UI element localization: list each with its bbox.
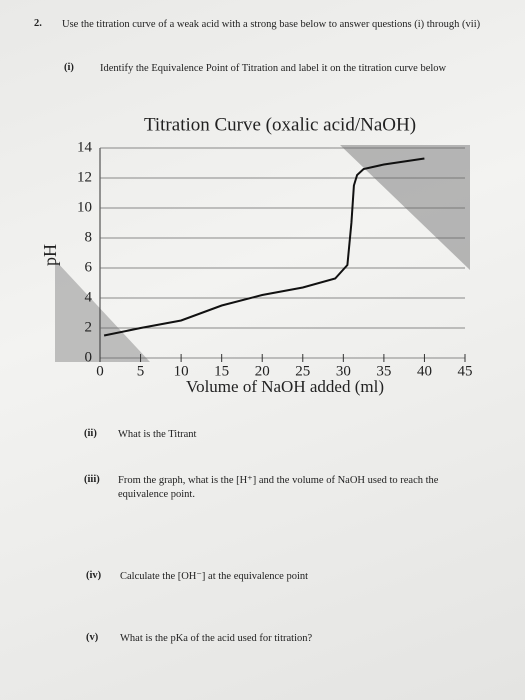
item-label: (v)	[86, 632, 99, 643]
chart: Titration Curve (oxalic acid/NaOH) Volum…	[40, 114, 473, 396]
x-tick-label: 10	[174, 363, 189, 379]
item-text: From the graph, what is the [H⁺] and the…	[118, 475, 439, 501]
item-label: (i)	[64, 62, 74, 73]
y-tick-label: 0	[85, 349, 93, 365]
item-text: What is the pKa of the acid used for tit…	[120, 633, 313, 644]
x-tick-label: 15	[214, 363, 229, 379]
y-tick-label: 2	[85, 319, 93, 335]
x-tick-label: 5	[137, 363, 145, 379]
y-axis-label: pH	[40, 244, 60, 266]
shadow	[55, 260, 150, 362]
item-label: (ii)	[84, 428, 97, 439]
item-label: (iii)	[84, 474, 100, 485]
y-tick-label: 10	[77, 199, 92, 215]
item-text: Identify the Equivalence Point of Titrat…	[100, 63, 447, 74]
y-tick-label: 4	[85, 289, 93, 305]
x-tick-label: 45	[458, 363, 473, 379]
y-tick-label: 6	[85, 259, 93, 275]
chart-title: Titration Curve (oxalic acid/NaOH)	[144, 114, 416, 135]
titration-curve	[103, 157, 425, 337]
x-tick-label: 30	[336, 363, 351, 379]
x-tick-label: 40	[417, 363, 432, 379]
x-tick-label: 0	[96, 363, 104, 379]
x-tick-label: 25	[295, 363, 310, 379]
y-tick-label: 8	[85, 229, 93, 245]
shadow	[340, 145, 470, 270]
question-number: 2.	[34, 18, 42, 29]
x-tick-label: 35	[376, 363, 391, 379]
item-text: What is the Titrant	[118, 429, 197, 440]
x-axis-label: Volume of NaOH added (ml)	[186, 377, 384, 396]
x-tick-label: 20	[255, 363, 270, 379]
item-label: (iv)	[86, 570, 102, 581]
question-text: Use the titration curve of a weak acid w…	[62, 19, 481, 30]
item-text: Calculate the [OH⁻] at the equivalence p…	[120, 571, 309, 582]
y-tick-label: 12	[77, 169, 92, 185]
y-tick-label: 14	[77, 139, 93, 155]
